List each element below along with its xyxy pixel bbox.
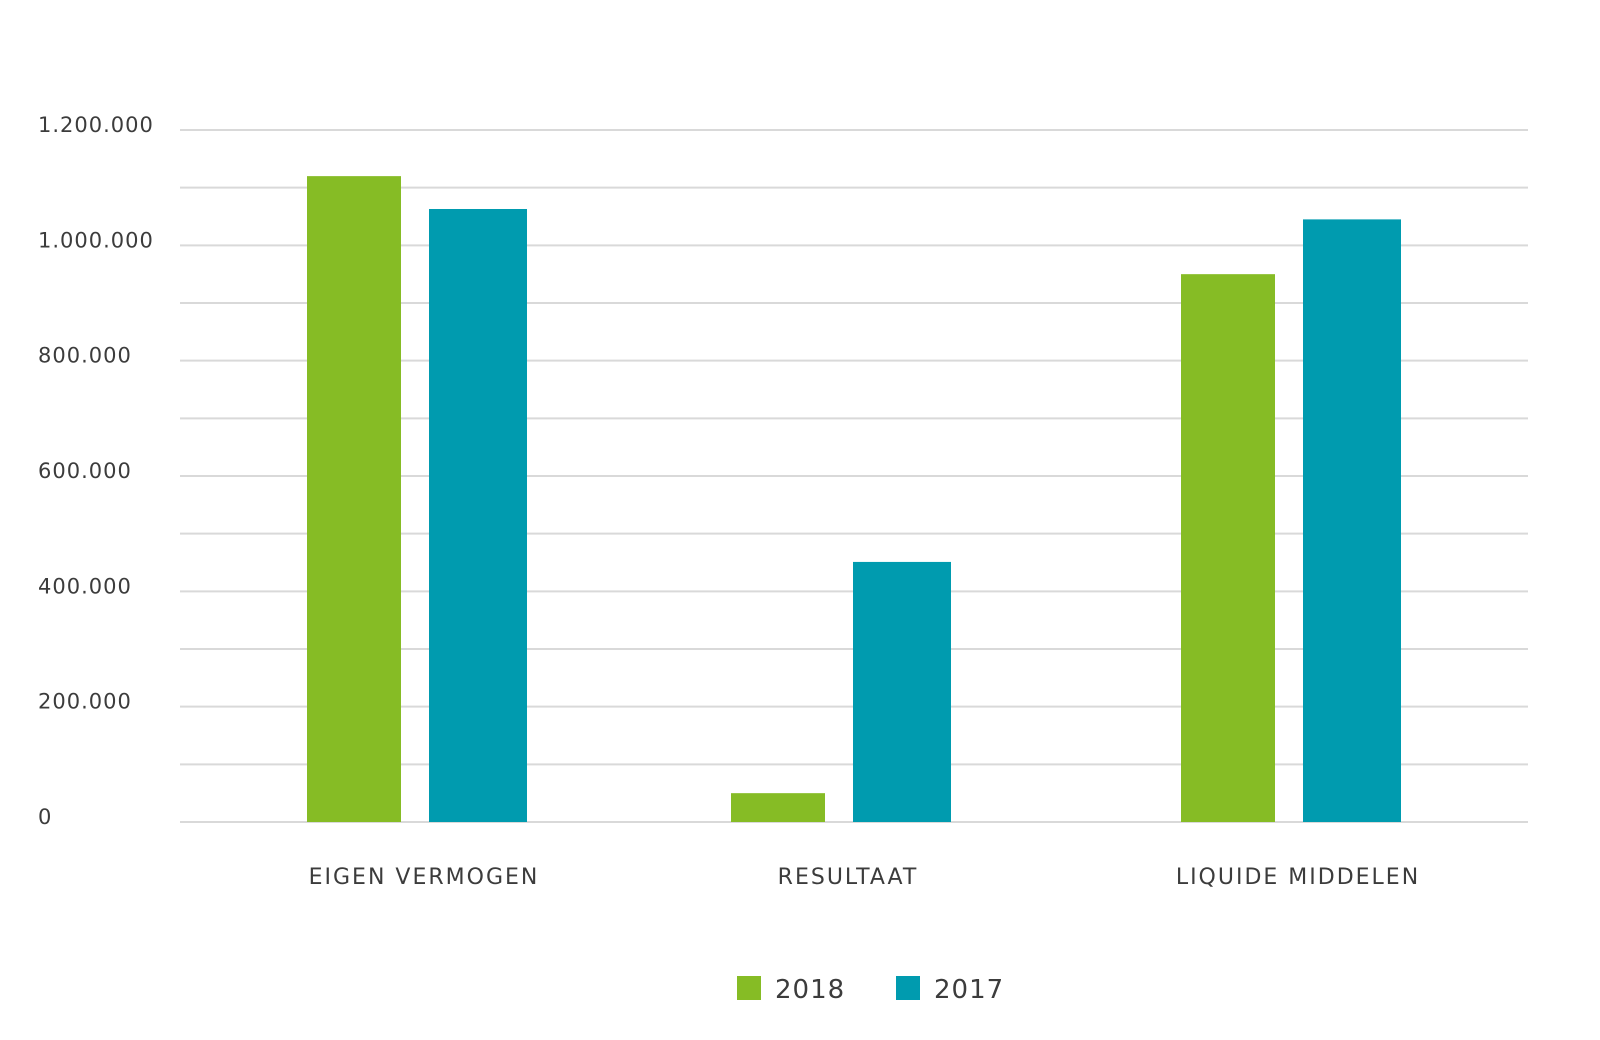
y-tick-label: 1.200.000 (38, 113, 154, 137)
x-category-label: RESULTAAT (778, 865, 919, 890)
legend: 2018 2017 (737, 975, 1004, 1005)
y-axis-tick-labels: 0 200.000 400.000 600.000 800.000 1.000.000 1.… (38, 113, 154, 829)
x-category-label: LIQUIDE MIDDELEN (1176, 865, 1420, 890)
y-tick-label: 200.000 (38, 690, 132, 714)
bar-2017-1 (429, 209, 527, 823)
x-category-label: EIGEN VERMOGEN (309, 865, 540, 890)
y-tick-label: 400.000 (38, 574, 132, 598)
legend-label-2018: 2018 (775, 975, 845, 1005)
bar-2017-3 (1303, 219, 1401, 823)
y-tick-label: 600.000 (38, 459, 132, 483)
bars (307, 176, 1401, 823)
legend-swatch-2018 (737, 976, 761, 1000)
y-tick-label: 1.000.000 (38, 228, 154, 252)
y-tick-label: 800.000 (38, 344, 132, 368)
bar-2018-3 (1181, 274, 1275, 823)
x-axis-category-labels: EIGEN VERMOGEN RESULTAAT LIQUIDE MIDDELEN (309, 865, 1420, 890)
legend-label-2017: 2017 (934, 975, 1004, 1005)
legend-swatch-2017 (896, 976, 920, 1000)
bar-2017-2 (853, 561, 951, 822)
bar-2018-1 (307, 176, 401, 823)
y-tick-label: 0 (38, 805, 52, 829)
bar-2018-2 (731, 793, 825, 822)
